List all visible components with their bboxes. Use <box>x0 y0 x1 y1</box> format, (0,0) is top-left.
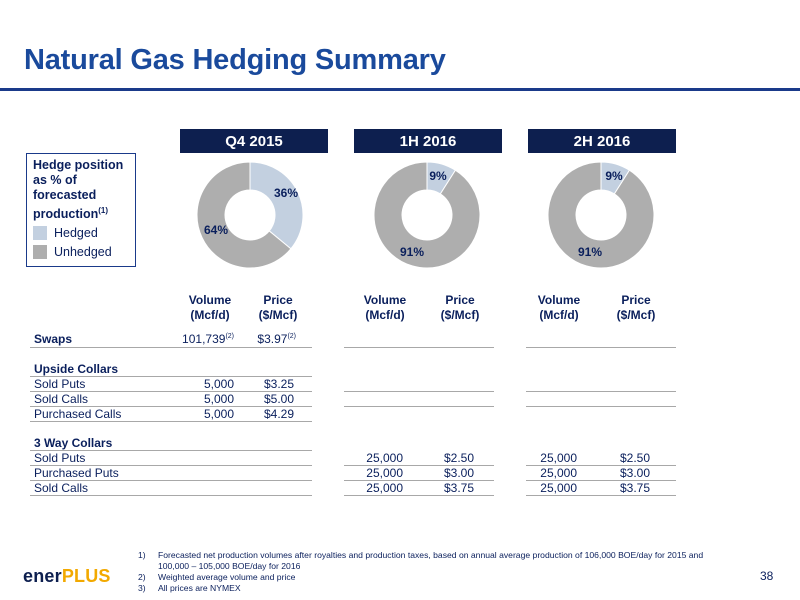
row-divider <box>30 421 312 422</box>
cell-tw-purchased-puts-1h-volume: 25,000 <box>366 466 403 480</box>
donut-label-q4-2015-unhedged: 64% <box>204 223 228 237</box>
cell-uc-purchased-calls-price: $4.29 <box>263 407 294 421</box>
footnotes: 1) Forecasted net production volumes afte… <box>138 550 728 594</box>
cell-tw-sold-puts-2h-volume: 25,000 <box>540 451 577 465</box>
donut-slice-q4-2015-hedged <box>249 161 304 250</box>
row-divider <box>526 495 676 496</box>
row-label-uc-purchased-calls: Purchased Calls <box>34 407 122 421</box>
row-divider <box>30 391 312 392</box>
cell-swaps-q4-volume: 101,739(2) <box>182 332 234 346</box>
legend-swatch-hedged <box>33 226 47 240</box>
donut-slice-q4-2015-unhedged <box>196 161 292 269</box>
row-divider <box>526 391 676 392</box>
cell-uc-sold-puts-price: $3.25 <box>263 377 294 391</box>
cell-tw-sold-puts-1h-volume: 25,000 <box>366 451 403 465</box>
cell-uc-purchased-calls-volume: 5,000 <box>203 407 234 421</box>
row-divider <box>30 495 312 496</box>
row-divider <box>30 347 312 348</box>
page-number: 38 <box>760 569 774 583</box>
row-divider <box>30 465 312 466</box>
cell-tw-purchased-puts-2h-price: $3.00 <box>619 466 650 480</box>
row-divider <box>30 376 312 377</box>
row-divider <box>344 495 494 496</box>
col-header-price-q4: Price ($/Mcf) <box>258 293 298 322</box>
period-header-q4-2015: Q4 2015 <box>180 129 328 153</box>
donut-label-2h-2016-unhedged: 91% <box>578 245 602 259</box>
row-divider <box>526 465 676 466</box>
row-divider <box>344 391 494 392</box>
cell-tw-sold-calls-1h-price: $3.75 <box>443 481 474 495</box>
cell-tw-sold-calls-1h-volume: 25,000 <box>366 481 403 495</box>
legend-label-unhedged: Unhedged <box>54 245 112 259</box>
row-label-three-way-collars: 3 Way Collars <box>34 436 113 450</box>
period-header-2h-2016: 2H 2016 <box>528 129 676 153</box>
legend-label-hedged: Hedged <box>54 226 98 240</box>
row-divider <box>526 480 676 481</box>
cell-swaps-q4-price: $3.97(2) <box>257 332 296 346</box>
row-divider <box>344 480 494 481</box>
legend-item-hedged: Hedged <box>33 226 98 240</box>
col-header-volume-1h: Volume (Mcf/d) <box>363 293 407 322</box>
col-header-volume-q4: Volume (Mcf/d) <box>188 293 232 322</box>
legend-swatch-unhedged <box>33 245 47 259</box>
legend-item-unhedged: Unhedged <box>33 245 112 259</box>
donut-label-1h-2016-unhedged: 91% <box>400 245 424 259</box>
period-header-1h-2016: 1H 2016 <box>354 129 502 153</box>
donut-label-2h-2016-hedged: 9% <box>605 169 623 183</box>
donut-slice-2h-2016-unhedged <box>547 161 655 269</box>
cell-tw-sold-calls-2h-price: $3.75 <box>619 481 650 495</box>
footnote-1: 1) Forecasted net production volumes afte… <box>138 550 704 571</box>
donut-label-q4-2015-hedged: 36% <box>274 186 298 200</box>
cell-tw-sold-puts-2h-price: $2.50 <box>619 451 650 465</box>
legend-title: Hedge position as % of forecasted produc… <box>33 158 124 222</box>
cell-tw-purchased-puts-1h-price: $3.00 <box>443 466 474 480</box>
row-divider <box>526 347 676 348</box>
enerplus-logo: enerPLUS <box>23 566 111 586</box>
row-label-uc-sold-calls: Sold Calls <box>34 392 89 406</box>
row-divider <box>30 406 312 407</box>
cell-tw-sold-puts-1h-price: $2.50 <box>443 451 474 465</box>
row-divider <box>30 480 312 481</box>
col-header-price-1h: Price ($/Mcf) <box>440 293 480 322</box>
title-divider <box>0 88 800 91</box>
cell-uc-sold-calls-volume: 5,000 <box>203 392 234 406</box>
cell-tw-purchased-puts-2h-volume: 25,000 <box>540 466 577 480</box>
row-label-tw-purchased-puts: Purchased Puts <box>34 466 119 480</box>
row-label-tw-sold-calls: Sold Calls <box>34 481 89 495</box>
row-divider <box>526 406 676 407</box>
cell-uc-sold-calls-price: $5.00 <box>263 392 294 406</box>
row-divider <box>344 347 494 348</box>
donut-label-1h-2016-hedged: 9% <box>429 169 447 183</box>
row-label-swaps: Swaps <box>34 332 73 346</box>
row-divider <box>344 465 494 466</box>
footnote-2: 2) Weighted average volume and price <box>138 572 296 582</box>
row-label-uc-sold-puts: Sold Puts <box>34 377 86 391</box>
footnote-3: 3) All prices are NYMEX <box>138 583 241 593</box>
col-header-volume-2h: Volume (Mcf/d) <box>537 293 581 322</box>
donut-slice-1h-2016-unhedged <box>373 161 481 269</box>
row-divider <box>344 406 494 407</box>
legend: Hedge position as % of forecasted produc… <box>26 153 136 267</box>
col-header-price-2h: Price ($/Mcf) <box>616 293 656 322</box>
row-divider <box>30 450 312 451</box>
row-label-upside-collars: Upside Collars <box>34 362 119 376</box>
cell-uc-sold-puts-volume: 5,000 <box>203 377 234 391</box>
page-title: Natural Gas Hedging Summary <box>24 44 446 76</box>
row-label-tw-sold-puts: Sold Puts <box>34 451 86 465</box>
cell-tw-sold-calls-2h-volume: 25,000 <box>540 481 577 495</box>
